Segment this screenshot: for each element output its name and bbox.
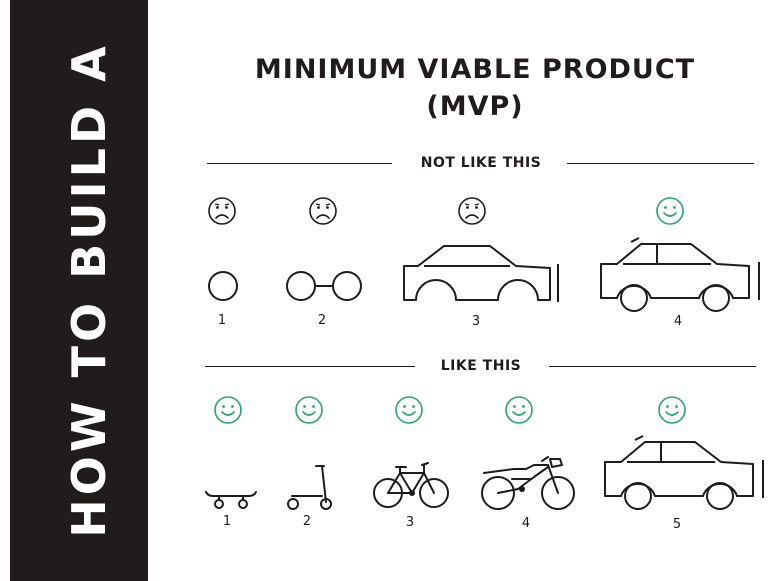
happy-face-icon — [504, 395, 534, 425]
motorcycle-icon — [478, 455, 578, 513]
sidebar-title: HOW TO BUILD A — [62, 42, 116, 538]
happy-face-icon — [213, 395, 243, 425]
car-icon — [599, 432, 767, 512]
divider-right — [567, 163, 754, 164]
sad-face-icon — [308, 196, 338, 226]
step-number: 2 — [302, 514, 312, 529]
step-number: 4 — [673, 314, 683, 329]
step-number: 2 — [317, 313, 327, 328]
step-number: 4 — [521, 516, 531, 531]
sad-face-icon — [207, 196, 237, 226]
divider-left — [207, 163, 392, 164]
happy-face-icon — [655, 196, 685, 226]
car-body-icon — [398, 238, 562, 304]
sidebar: HOW TO BUILD A — [10, 0, 148, 581]
section-label-not-like-this: NOT LIKE THIS — [420, 155, 542, 171]
step-number: 1 — [222, 514, 232, 529]
page-subtitle: (MVP) — [426, 91, 524, 122]
divider-left — [205, 366, 415, 367]
scooter-icon — [284, 462, 336, 512]
wheels-axle-icon — [284, 268, 364, 304]
happy-face-icon — [294, 395, 324, 425]
step-number: 3 — [471, 314, 481, 329]
step-number: 3 — [405, 515, 415, 530]
skateboard-icon — [203, 484, 259, 512]
wheel-icon — [205, 268, 241, 304]
step-number: 1 — [217, 313, 227, 328]
page-title: MINIMUM VIABLE PRODUCT — [254, 54, 696, 85]
section-label-like-this: LIKE THIS — [440, 358, 522, 374]
car-icon — [595, 234, 763, 314]
happy-face-icon — [394, 395, 424, 425]
happy-face-icon — [657, 395, 687, 425]
step-number: 5 — [672, 517, 682, 532]
sad-face-icon — [457, 196, 487, 226]
bicycle-icon — [372, 459, 450, 513]
divider-right — [549, 366, 756, 367]
